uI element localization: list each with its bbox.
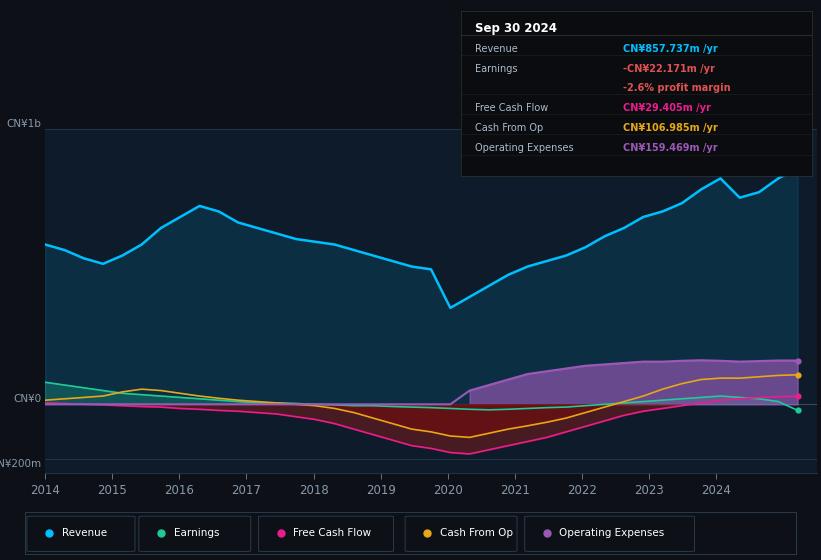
Text: Revenue: Revenue — [62, 529, 107, 538]
Text: Revenue: Revenue — [475, 44, 518, 54]
Text: Sep 30 2024: Sep 30 2024 — [475, 22, 557, 35]
Text: Earnings: Earnings — [475, 64, 518, 74]
Text: Cash From Op: Cash From Op — [475, 123, 544, 133]
Text: CN¥857.737m /yr: CN¥857.737m /yr — [622, 44, 718, 54]
Text: CN¥106.985m /yr: CN¥106.985m /yr — [622, 123, 718, 133]
Text: CN¥29.405m /yr: CN¥29.405m /yr — [622, 103, 710, 113]
Text: -2.6% profit margin: -2.6% profit margin — [622, 83, 731, 93]
Text: CN¥159.469m /yr: CN¥159.469m /yr — [622, 143, 718, 152]
Text: -CN¥22.171m /yr: -CN¥22.171m /yr — [622, 64, 714, 74]
Text: Cash From Op: Cash From Op — [440, 529, 513, 538]
Text: CN¥0: CN¥0 — [13, 394, 41, 404]
Text: CN¥1b: CN¥1b — [7, 119, 41, 129]
Text: Earnings: Earnings — [173, 529, 219, 538]
Text: Free Cash Flow: Free Cash Flow — [293, 529, 371, 538]
Text: Operating Expenses: Operating Expenses — [559, 529, 665, 538]
Text: Free Cash Flow: Free Cash Flow — [475, 103, 548, 113]
Text: Operating Expenses: Operating Expenses — [475, 143, 574, 152]
Text: -CN¥200m: -CN¥200m — [0, 459, 41, 469]
